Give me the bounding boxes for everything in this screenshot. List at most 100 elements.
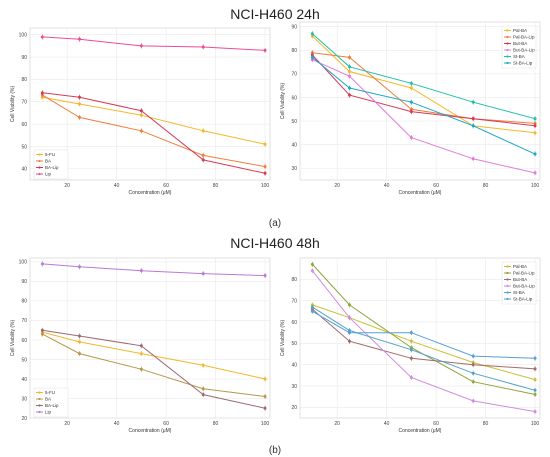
c48a-data-point bbox=[139, 344, 143, 348]
c48a-x-tick-label: 60 bbox=[163, 421, 169, 427]
c48a-data-point bbox=[40, 328, 44, 332]
c48b-data-point bbox=[533, 393, 537, 397]
c24a-y-tick-label: 70 bbox=[21, 100, 27, 106]
c48b-y-tick-label: 30 bbox=[291, 384, 297, 390]
c24b-legend-label: St-BA bbox=[513, 54, 525, 59]
c48b-data-point bbox=[409, 339, 413, 343]
c48b-data-point bbox=[471, 363, 475, 367]
c24b-data-point bbox=[347, 86, 351, 90]
c48b-data-point bbox=[409, 356, 413, 360]
c48b-y-tick-label: 70 bbox=[291, 298, 297, 304]
c48b-x-tick-label: 60 bbox=[433, 421, 439, 427]
c24b-x-tick-label: 60 bbox=[433, 183, 439, 189]
c48a-data-point bbox=[40, 332, 44, 336]
c24a-legend-label: BA bbox=[45, 159, 51, 164]
c24b-data-point bbox=[347, 55, 351, 59]
panel-label-b: (b) bbox=[268, 445, 282, 456]
c24a-y-axis-label: Cell Viability (%) bbox=[10, 86, 16, 123]
c48b-data-point bbox=[471, 371, 475, 375]
c48a-y-axis-label: Cell Viability (%) bbox=[10, 320, 16, 357]
c24a-legend-marker bbox=[38, 153, 41, 156]
c24a-data-point bbox=[263, 165, 267, 169]
c48a-data-point bbox=[139, 269, 143, 273]
c24a-y-tick-label: 90 bbox=[21, 55, 27, 61]
c48b-legend-label: Pal-BA-Lip bbox=[513, 271, 535, 276]
c24a-data-point bbox=[263, 171, 267, 175]
c24b-data-point bbox=[471, 157, 475, 161]
c48a-data-point bbox=[201, 393, 205, 397]
c24a-data-point bbox=[77, 102, 81, 106]
c48b-x-tick-label: 20 bbox=[334, 421, 340, 427]
c48b-data-point bbox=[471, 399, 475, 403]
c24b-legend-label: But-BA-Lip bbox=[513, 48, 535, 53]
c24b-data-point bbox=[533, 124, 537, 128]
c24a-x-axis-label: Concentration (μM) bbox=[129, 190, 172, 196]
c48a-x-axis-label: Concentration (μM) bbox=[129, 428, 172, 434]
c48a-y-tick-label: 80 bbox=[21, 299, 27, 305]
c48b-data-point bbox=[310, 269, 314, 273]
c48b-data-point bbox=[533, 410, 537, 414]
c24a-data-point bbox=[139, 109, 143, 113]
c48b-data-point bbox=[471, 354, 475, 358]
c48a-data-point bbox=[77, 265, 81, 269]
c48a-data-point bbox=[201, 363, 205, 367]
c24a-plot-area bbox=[29, 27, 271, 181]
c48a-legend-label: Lip bbox=[45, 410, 52, 415]
c48b-y-tick-label: 80 bbox=[291, 277, 297, 283]
c48a-x-tick-label: 40 bbox=[114, 421, 120, 427]
c24b-data-point bbox=[533, 117, 537, 121]
c24a-y-tick-label: 80 bbox=[21, 77, 27, 83]
c24b-y-tick-label: 70 bbox=[291, 72, 297, 78]
c48b-legend-box bbox=[501, 261, 537, 305]
c24b-data-point bbox=[471, 117, 475, 121]
c48b-legend-marker bbox=[506, 291, 509, 294]
c24a-data-point bbox=[40, 35, 44, 39]
c48a-data-point bbox=[201, 387, 205, 391]
c24b-data-point bbox=[347, 74, 351, 78]
c24b-y-tick-label: 30 bbox=[291, 166, 297, 172]
c48b-legend-label: But-BA-Lip bbox=[513, 284, 535, 289]
c24a-x-tick-label: 20 bbox=[64, 183, 70, 189]
c24a-legend-label: Lip bbox=[45, 172, 52, 177]
c48a-legend-label: BA bbox=[45, 397, 51, 402]
c24a-legend-marker bbox=[38, 166, 41, 169]
c24a-y-tick-label: 100 bbox=[19, 33, 28, 39]
c24a-data-point bbox=[263, 48, 267, 52]
c24b-legend-marker bbox=[506, 55, 509, 58]
c48b-x-axis-label: Concentration (μM) bbox=[399, 428, 442, 434]
panel-label-a: (a) bbox=[268, 218, 282, 229]
c24b-legend-label: St-BA-Lip bbox=[513, 61, 533, 66]
c48a-y-tick-label: 20 bbox=[21, 416, 27, 422]
c24b-legend-box bbox=[501, 25, 537, 69]
c24b-x-tick-label: 80 bbox=[483, 183, 489, 189]
c24b-data-point bbox=[347, 65, 351, 69]
c48b-x-tick-label: 40 bbox=[384, 421, 390, 427]
c24a-legend-label: BA-Lip bbox=[45, 165, 59, 170]
c48b-legend-marker bbox=[506, 297, 509, 301]
c24b-legend-label: But-BA bbox=[513, 41, 527, 46]
c24a-x-tick-label: 60 bbox=[163, 183, 169, 189]
c24a-x-tick-label: 40 bbox=[114, 183, 120, 189]
c48a-data-point bbox=[77, 334, 81, 338]
c48b-data-point bbox=[347, 339, 351, 343]
c24a-y-tick-label: 40 bbox=[21, 167, 27, 173]
c48a-data-point bbox=[139, 352, 143, 356]
c48b-data-point bbox=[347, 303, 351, 307]
c24b-data-point bbox=[533, 131, 537, 135]
c24b-legend-label: Pal-BA bbox=[513, 28, 527, 33]
c24b-y-tick-label: 80 bbox=[291, 48, 297, 54]
c48b-data-point bbox=[310, 305, 314, 309]
c24b-data-point bbox=[471, 124, 475, 128]
c48a-data-point bbox=[77, 340, 81, 344]
c48b-data-point bbox=[409, 348, 413, 352]
c24a-data-point bbox=[201, 158, 205, 162]
c48a-y-tick-label: 40 bbox=[21, 377, 27, 383]
c48a-data-point bbox=[77, 352, 81, 356]
c24a-x-tick-label: 100 bbox=[261, 183, 270, 189]
c24a-data-point bbox=[263, 142, 267, 146]
c48a-y-tick-label: 90 bbox=[21, 279, 27, 285]
c48a-y-tick-label: 60 bbox=[21, 338, 27, 344]
c48b-data-point bbox=[347, 316, 351, 320]
c24b-legend-marker bbox=[506, 29, 509, 32]
c24b-data-point bbox=[409, 110, 413, 114]
